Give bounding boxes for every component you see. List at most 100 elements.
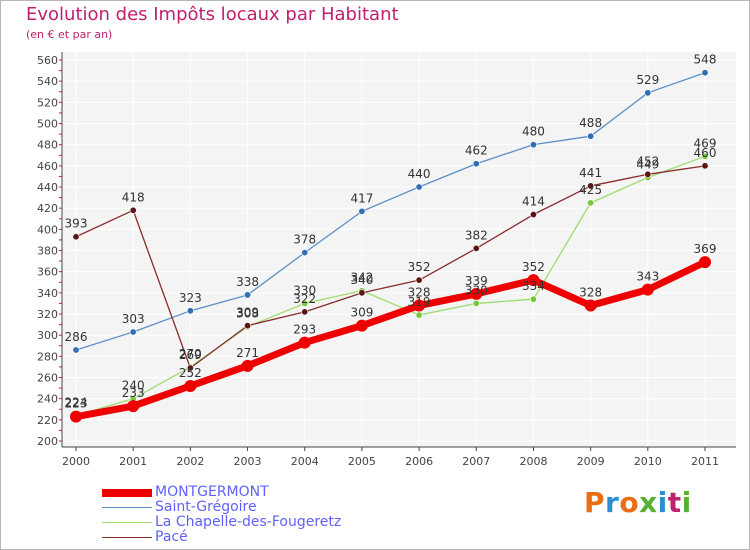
logo-letter: P — [584, 486, 606, 519]
y-tick-label: 440 — [37, 181, 58, 194]
x-tick-label: 2005 — [348, 455, 376, 468]
data-point — [186, 364, 194, 372]
data-label: 323 — [179, 291, 202, 305]
data-label: 319 — [408, 295, 431, 309]
data-point — [129, 206, 137, 214]
x-tick-label: 2003 — [234, 455, 262, 468]
data-label: 293 — [293, 323, 316, 337]
data-label: 529 — [636, 73, 659, 87]
legend-swatch — [102, 507, 152, 508]
series-line — [75, 72, 706, 351]
logo-letter: x — [639, 486, 658, 519]
data-label: 441 — [579, 166, 602, 180]
series-line — [75, 165, 706, 369]
data-label: 328 — [579, 286, 602, 300]
data-point — [127, 400, 140, 413]
data-point — [301, 299, 309, 307]
data-label: 309 — [350, 306, 373, 320]
legend-label: Pacé — [155, 529, 188, 545]
data-label: 322 — [293, 292, 316, 306]
data-point — [587, 132, 595, 140]
data-label: 334 — [522, 279, 545, 293]
data-point — [186, 307, 194, 315]
data-label: 352 — [522, 260, 545, 274]
data-label: 352 — [408, 260, 431, 274]
data-point — [472, 244, 480, 252]
y-tick-label: 400 — [37, 223, 58, 236]
data-label: 338 — [236, 275, 259, 289]
data-label: 303 — [122, 312, 145, 326]
x-tick-label: 2006 — [405, 455, 433, 468]
data-label: 240 — [122, 379, 145, 393]
data-point — [301, 249, 309, 257]
data-label: 233 — [122, 386, 145, 400]
legend-label: La Chapelle-des-Fougeretz — [155, 514, 342, 530]
data-point — [415, 183, 423, 191]
logo-letter: i — [681, 486, 692, 519]
data-label: 369 — [694, 242, 717, 256]
data-point — [184, 379, 197, 392]
y-tick-label: 200 — [37, 435, 58, 448]
data-label: 449 — [636, 157, 659, 171]
data-point — [529, 211, 537, 219]
y-tick-label: 420 — [37, 202, 58, 215]
data-label: 469 — [694, 136, 717, 150]
x-tick-label: 2001 — [119, 455, 147, 468]
data-label: 462 — [465, 144, 488, 158]
y-tick-label: 340 — [37, 287, 58, 300]
y-tick-label: 300 — [37, 329, 58, 342]
data-point — [701, 69, 709, 77]
y-tick-label: 260 — [37, 372, 58, 385]
data-point — [472, 299, 480, 307]
data-label: 224 — [65, 396, 88, 410]
legend-swatch — [102, 537, 152, 538]
data-point — [415, 311, 423, 319]
data-label: 330 — [465, 283, 488, 297]
data-point — [129, 328, 137, 336]
data-point — [529, 295, 537, 303]
data-point — [644, 170, 652, 178]
data-point — [358, 207, 366, 215]
data-point — [584, 299, 597, 312]
data-point — [701, 162, 709, 170]
data-label: 414 — [522, 195, 545, 209]
data-point — [70, 410, 82, 423]
data-point — [241, 359, 254, 372]
data-point — [527, 274, 540, 287]
y-tick-label: 500 — [37, 118, 58, 131]
data-label: 417 — [350, 191, 373, 205]
data-label: 270 — [179, 347, 202, 361]
y-tick-label: 560 — [37, 54, 58, 67]
chart-title: Evolution des Impôts locaux par Habitant — [26, 4, 399, 25]
data-point — [298, 336, 311, 349]
data-label: 460 — [694, 146, 717, 160]
logo-letter: o — [619, 486, 640, 519]
x-tick-label: 2007 — [462, 455, 490, 468]
data-point — [72, 346, 80, 354]
x-tick-label: 2008 — [519, 455, 547, 468]
proxiti-logo: Proxiti — [584, 486, 692, 519]
data-label: 223 — [65, 397, 88, 411]
y-tick-label: 220 — [37, 414, 58, 427]
data-label: 343 — [636, 270, 659, 284]
data-point — [529, 141, 537, 149]
data-label: 418 — [122, 190, 145, 204]
x-tick-label: 2011 — [691, 455, 719, 468]
legend-swatch — [102, 489, 152, 497]
data-point — [72, 233, 80, 241]
y-tick-label: 540 — [37, 75, 58, 88]
y-tick-label: 480 — [37, 139, 58, 152]
y-tick-label: 360 — [37, 266, 58, 279]
x-tick-label: 2002 — [176, 455, 204, 468]
data-label: 308 — [236, 307, 259, 321]
data-label: 271 — [236, 346, 259, 360]
y-tick-label: 520 — [37, 96, 58, 109]
data-label: 548 — [694, 53, 717, 67]
data-point — [587, 199, 595, 207]
data-label: 488 — [579, 116, 602, 130]
data-point — [699, 256, 711, 269]
legend-label: Saint-Grégoire — [155, 499, 257, 515]
data-label: 339 — [465, 274, 488, 288]
series-line — [75, 258, 707, 421]
logo-letter: r — [605, 486, 620, 519]
